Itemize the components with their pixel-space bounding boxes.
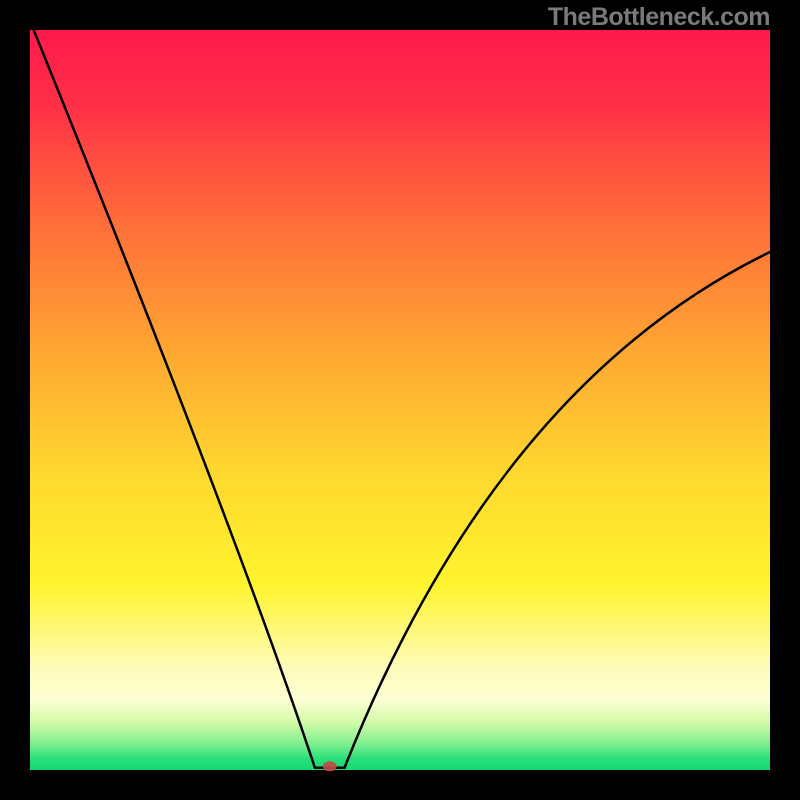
bottleneck-curve — [34, 30, 770, 768]
chart-stage: TheBottleneck.com — [0, 0, 800, 800]
curve-overlay — [0, 0, 800, 800]
optimal-point-marker — [323, 761, 337, 771]
watermark-text: TheBottleneck.com — [548, 3, 770, 32]
